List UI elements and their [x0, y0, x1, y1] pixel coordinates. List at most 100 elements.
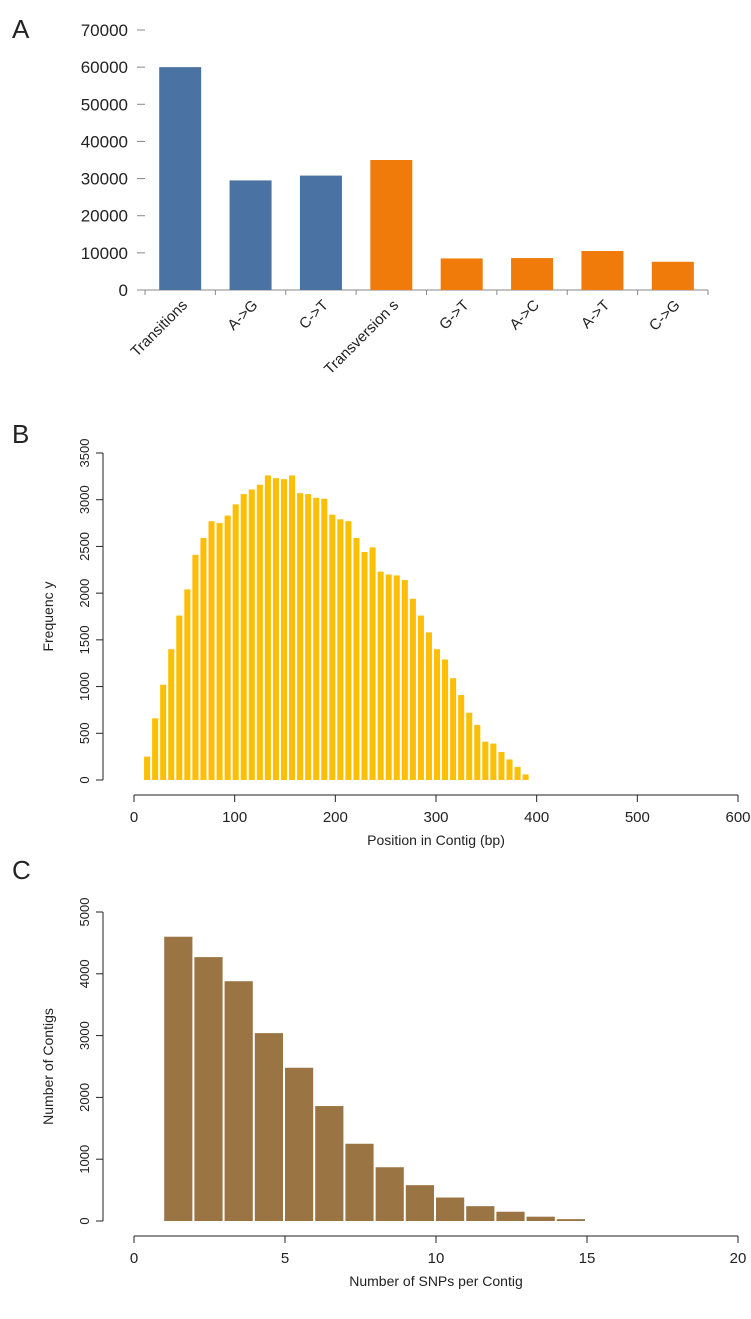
bar — [168, 649, 175, 780]
y-tick-label: 70000 — [81, 21, 128, 40]
bar — [164, 936, 193, 1221]
x-tick-label: 200 — [323, 809, 348, 826]
bar — [144, 756, 151, 780]
bar — [337, 519, 344, 780]
bar — [321, 498, 328, 780]
y-tick-label: 3000 — [77, 1021, 92, 1050]
y-tick-label: 20000 — [81, 207, 128, 226]
x-tick-label: 0 — [130, 1250, 138, 1267]
y-tick-label: 4000 — [77, 959, 92, 988]
bar — [264, 475, 271, 780]
bar — [498, 751, 505, 780]
bar — [514, 766, 521, 780]
bar — [377, 571, 384, 780]
x-axis-label: Number of SNPs per Contig — [349, 1273, 523, 1289]
bar — [208, 521, 215, 780]
bar — [440, 258, 483, 290]
bar — [152, 718, 159, 780]
bar — [248, 489, 255, 780]
y-tick-label: 5000 — [77, 898, 92, 927]
x-tick-label: C->T — [296, 297, 332, 333]
y-tick-label: 500 — [77, 722, 92, 744]
x-tick-label: 600 — [725, 809, 750, 826]
bar — [369, 547, 376, 780]
bar — [345, 521, 352, 780]
bar — [345, 1143, 374, 1221]
bar — [160, 684, 167, 780]
x-tick-label: 20 — [730, 1250, 747, 1267]
panel-label-b: B — [12, 419, 30, 449]
bar — [458, 694, 465, 780]
bar — [224, 981, 253, 1221]
bar — [329, 514, 336, 780]
bar — [581, 251, 624, 290]
y-tick-label: 2500 — [77, 532, 92, 561]
bar — [272, 478, 279, 780]
bar — [409, 598, 416, 780]
bar — [176, 615, 183, 780]
x-tick-label: 5 — [281, 1250, 289, 1267]
bar — [184, 589, 191, 780]
y-tick-label: 40000 — [81, 132, 128, 151]
bar — [393, 575, 400, 780]
x-tick-label: 0 — [130, 809, 138, 826]
x-tick-label: 500 — [625, 809, 650, 826]
bar — [285, 1067, 314, 1221]
bar — [254, 1033, 283, 1221]
chart-a-group: 0 10000 20000 30000 40000 50000 60000 70000 Tran… — [81, 21, 709, 378]
bar — [297, 493, 304, 780]
x-tick-label: A->G — [224, 297, 261, 334]
x-axis-label: Position in Contig (bp) — [367, 832, 505, 848]
x-tick-label: A->C — [506, 297, 543, 334]
x-tick-label: C->G — [646, 297, 684, 335]
y-tick-label: 60000 — [81, 58, 128, 77]
y-tick-label: 2000 — [77, 579, 92, 608]
y-tick-label: 2000 — [77, 1083, 92, 1112]
bar — [405, 1185, 434, 1221]
bar — [313, 497, 320, 780]
x-tick-label: Transitions — [128, 297, 192, 361]
bar — [490, 743, 497, 780]
bar — [280, 479, 288, 780]
bar — [466, 1206, 495, 1221]
panel-label-a: A — [12, 14, 30, 44]
chart-c-group: 0 5 10 15 20 Number of SNPs per Contig 0 1000 20… — [40, 898, 746, 1289]
bar — [194, 957, 223, 1221]
bar — [436, 1197, 465, 1221]
bar — [496, 1211, 525, 1221]
bar — [299, 175, 342, 290]
bar — [474, 724, 481, 780]
bar — [200, 538, 207, 780]
bar — [192, 554, 199, 780]
bar — [417, 615, 424, 780]
bar — [289, 475, 296, 780]
bar — [450, 678, 457, 780]
x-tick-label: G->T — [436, 297, 472, 333]
y-axis-label: Number of Contigs — [40, 1008, 56, 1125]
bar — [256, 484, 263, 780]
x-tick-label: 300 — [423, 809, 448, 826]
bar — [370, 160, 413, 290]
panel-label-c: C — [12, 855, 31, 885]
bar — [506, 759, 513, 780]
bar — [556, 1219, 585, 1221]
bar — [159, 67, 202, 291]
x-tick-label: 10 — [428, 1250, 445, 1267]
y-tick-label: 3000 — [77, 485, 92, 514]
y-tick-label: 0 — [119, 281, 128, 300]
bar — [442, 659, 449, 780]
bar — [482, 741, 489, 780]
bar — [375, 1167, 404, 1221]
y-tick-label: 50000 — [81, 95, 128, 114]
y-tick-label: 1000 — [77, 1145, 92, 1174]
bar — [466, 712, 473, 780]
y-tick-label: 3500 — [77, 439, 92, 468]
y-axis-label: Frequenc y — [40, 581, 56, 651]
y-tick-label: 0 — [77, 776, 92, 783]
bar — [401, 580, 408, 780]
bar — [651, 261, 694, 290]
x-tick-label: A->T — [578, 297, 613, 332]
y-tick-label: 0 — [77, 1217, 92, 1224]
y-tick-label: 10000 — [81, 244, 128, 263]
